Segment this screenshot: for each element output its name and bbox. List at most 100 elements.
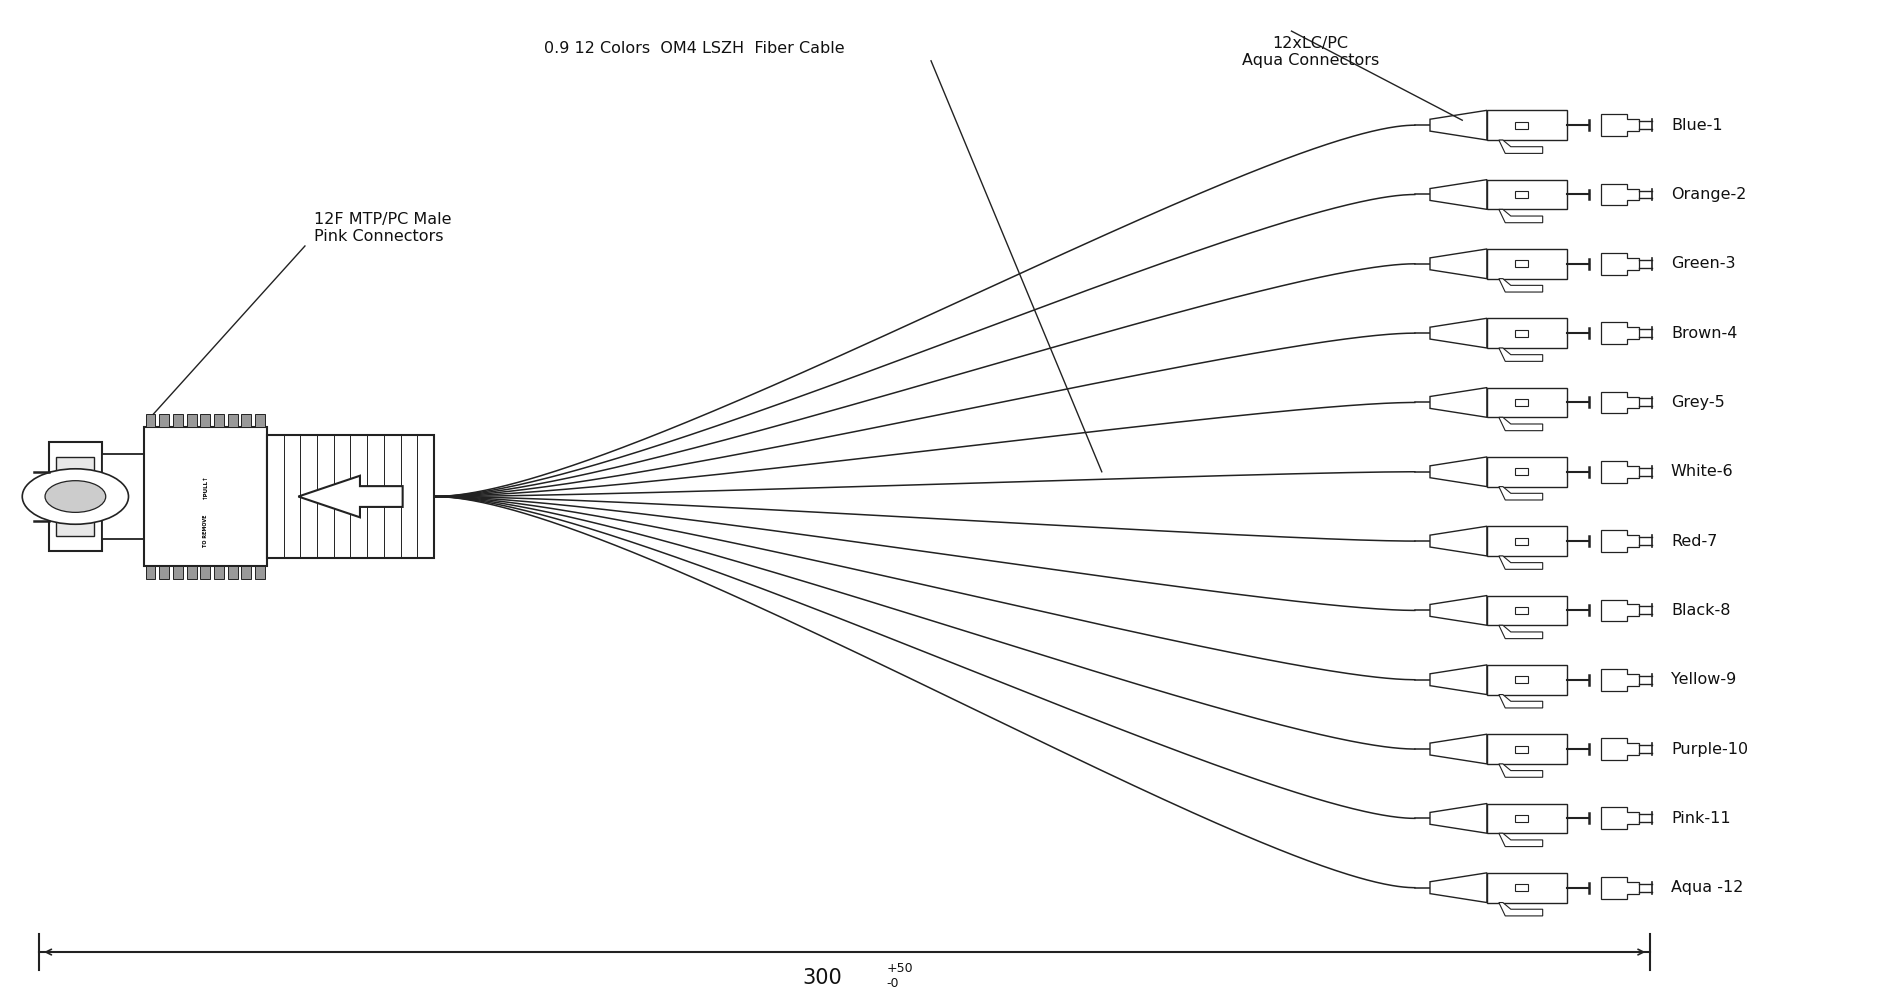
Polygon shape (1499, 210, 1543, 223)
Polygon shape (1600, 391, 1638, 413)
Bar (241, 414, 251, 427)
Bar (146, 566, 156, 579)
Text: Green-3: Green-3 (1670, 256, 1735, 271)
Polygon shape (1431, 803, 1488, 833)
Bar (146, 414, 156, 427)
Text: Pink-11: Pink-11 (1670, 810, 1731, 826)
Polygon shape (1600, 739, 1638, 759)
Bar (200, 566, 211, 579)
Text: 0.9 12 Colors  OM4 LSZH  Fiber Cable: 0.9 12 Colors OM4 LSZH Fiber Cable (543, 41, 844, 56)
Polygon shape (1600, 877, 1638, 898)
Polygon shape (1600, 322, 1638, 344)
Polygon shape (1499, 902, 1543, 916)
Bar (1514, 191, 1528, 198)
Polygon shape (1499, 487, 1543, 500)
Polygon shape (1600, 530, 1638, 552)
Polygon shape (1600, 600, 1638, 622)
Text: White-6: White-6 (1670, 464, 1733, 479)
Bar (1514, 884, 1528, 891)
Polygon shape (1431, 873, 1488, 902)
Text: Grey-5: Grey-5 (1670, 395, 1725, 410)
Text: 12F MTP/PC Male
Pink Connectors: 12F MTP/PC Male Pink Connectors (314, 212, 452, 244)
Text: 12xLC/PC
Aqua Connectors: 12xLC/PC Aqua Connectors (1243, 36, 1379, 69)
Bar (160, 414, 169, 427)
Bar (1488, 387, 1568, 417)
Polygon shape (1600, 184, 1638, 206)
Polygon shape (1431, 249, 1488, 278)
Polygon shape (1431, 665, 1488, 695)
Text: TO REMOVE: TO REMOVE (203, 515, 207, 548)
Bar (1514, 607, 1528, 614)
Text: ↑PULL↑: ↑PULL↑ (203, 474, 207, 499)
Polygon shape (1600, 461, 1638, 483)
Text: 300: 300 (802, 968, 842, 988)
Bar (1488, 873, 1568, 902)
Bar (255, 566, 266, 579)
Bar (241, 566, 251, 579)
Text: +50
-0: +50 -0 (887, 962, 914, 990)
Text: Red-7: Red-7 (1670, 534, 1718, 549)
Bar (144, 427, 268, 566)
Polygon shape (1431, 180, 1488, 210)
Bar (228, 414, 238, 427)
Bar (1488, 735, 1568, 763)
Text: Orange-2: Orange-2 (1670, 187, 1746, 202)
Text: Black-8: Black-8 (1670, 603, 1731, 618)
Polygon shape (1499, 348, 1543, 361)
Bar (1514, 746, 1528, 752)
Bar (1488, 596, 1568, 626)
Circle shape (46, 481, 106, 512)
Bar (186, 414, 196, 427)
Bar (1514, 677, 1528, 684)
Bar (1488, 457, 1568, 487)
Polygon shape (1431, 387, 1488, 417)
Polygon shape (1600, 252, 1638, 274)
Bar (173, 566, 182, 579)
Polygon shape (1499, 626, 1543, 639)
Bar (1514, 538, 1528, 545)
Text: Blue-1: Blue-1 (1670, 118, 1723, 133)
Bar (215, 566, 224, 579)
Circle shape (23, 469, 129, 524)
Bar (1488, 665, 1568, 695)
Polygon shape (1600, 669, 1638, 691)
Polygon shape (1499, 278, 1543, 292)
Bar (186, 566, 196, 579)
Bar (268, 435, 433, 559)
Bar (173, 414, 182, 427)
Polygon shape (1499, 417, 1543, 431)
Bar (1514, 122, 1528, 129)
Bar (215, 414, 224, 427)
Bar (1514, 815, 1528, 821)
Bar (160, 566, 169, 579)
Polygon shape (1499, 140, 1543, 154)
Polygon shape (1499, 763, 1543, 777)
Bar (255, 414, 266, 427)
Bar (1488, 318, 1568, 348)
Polygon shape (1431, 457, 1488, 487)
Text: Brown-4: Brown-4 (1670, 325, 1737, 340)
Polygon shape (1600, 115, 1638, 136)
Bar (228, 566, 238, 579)
Bar (1514, 329, 1528, 336)
Polygon shape (1431, 596, 1488, 626)
Polygon shape (1499, 556, 1543, 569)
Bar (57, 457, 95, 536)
Polygon shape (1431, 111, 1488, 140)
Polygon shape (1600, 807, 1638, 829)
Bar (200, 414, 211, 427)
Bar (103, 454, 144, 539)
Polygon shape (1431, 318, 1488, 348)
Bar (1488, 803, 1568, 833)
Bar (1488, 526, 1568, 556)
Polygon shape (1499, 833, 1543, 846)
Bar (1514, 260, 1528, 267)
Bar (1488, 111, 1568, 140)
Bar (1488, 180, 1568, 210)
Text: Aqua -12: Aqua -12 (1670, 880, 1744, 895)
Bar (1514, 399, 1528, 406)
Polygon shape (1431, 735, 1488, 763)
Text: Yellow-9: Yellow-9 (1670, 673, 1737, 688)
Polygon shape (1499, 695, 1543, 708)
Polygon shape (298, 476, 403, 517)
